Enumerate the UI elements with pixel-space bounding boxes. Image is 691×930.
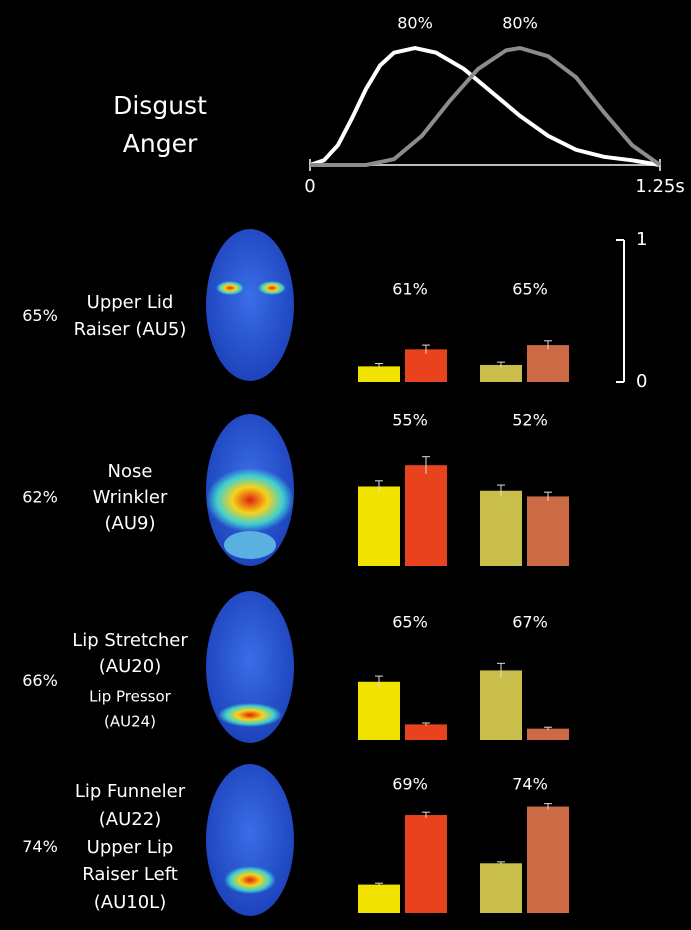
au-label: Upper Lid <box>87 292 174 313</box>
bar <box>405 465 447 566</box>
bar <box>527 806 569 913</box>
scale-label: 1 <box>636 229 647 250</box>
pair-label: 61% <box>392 280 428 299</box>
bar <box>480 670 522 740</box>
au-label: Lip Stretcher <box>72 630 188 651</box>
bar <box>358 366 400 382</box>
bar <box>405 815 447 913</box>
au-label: Raiser Left <box>82 864 178 885</box>
row-label: 65% <box>22 306 58 325</box>
scale-label: 0 <box>636 371 647 392</box>
au-label: Raiser (AU5) <box>74 319 187 340</box>
pair-label: 69% <box>392 775 428 794</box>
face-2 <box>206 414 294 566</box>
peak-label: 80% <box>502 14 538 33</box>
bar <box>405 724 447 740</box>
au-label: Nose <box>108 461 153 482</box>
row-label: 66% <box>22 671 58 690</box>
bar <box>405 349 447 382</box>
curve <box>309 45 661 167</box>
pair-label: 52% <box>512 411 548 430</box>
pair-label: 65% <box>512 280 548 299</box>
x-tick-label: 0 <box>304 176 315 197</box>
face-3 <box>206 591 294 743</box>
bar <box>527 496 569 566</box>
bar <box>480 490 522 566</box>
bar <box>527 728 569 740</box>
bar <box>358 486 400 566</box>
legend-entry: Disgust <box>113 91 207 120</box>
au-label: (AU9) <box>105 513 156 534</box>
au-label: Lip Pressor <box>89 688 171 706</box>
row-label: 62% <box>22 488 58 507</box>
au-label: Upper Lip <box>87 837 174 858</box>
row-label: 74% <box>22 837 58 856</box>
au-label: (AU24) <box>104 713 156 731</box>
au-label: (AU22) <box>99 809 161 830</box>
pair-label: 74% <box>512 775 548 794</box>
bar <box>358 681 400 740</box>
face-4 <box>206 764 294 916</box>
pair-label: 67% <box>512 613 548 632</box>
au-label: Lip Funneler <box>75 781 186 802</box>
legend-entry: Anger <box>123 129 198 158</box>
curve <box>310 45 662 167</box>
bar <box>358 884 400 913</box>
au-label: (AU10L) <box>94 892 166 913</box>
x-tick-label: 1.25s <box>635 176 684 197</box>
au-label: Wrinkler <box>93 487 168 508</box>
bar <box>527 345 569 382</box>
face-1 <box>206 229 294 381</box>
pair-label: 55% <box>392 411 428 430</box>
pair-label: 65% <box>392 613 428 632</box>
bar <box>480 863 522 913</box>
bar <box>480 364 522 382</box>
peak-label: 80% <box>397 14 433 33</box>
au-label: (AU20) <box>99 656 161 677</box>
